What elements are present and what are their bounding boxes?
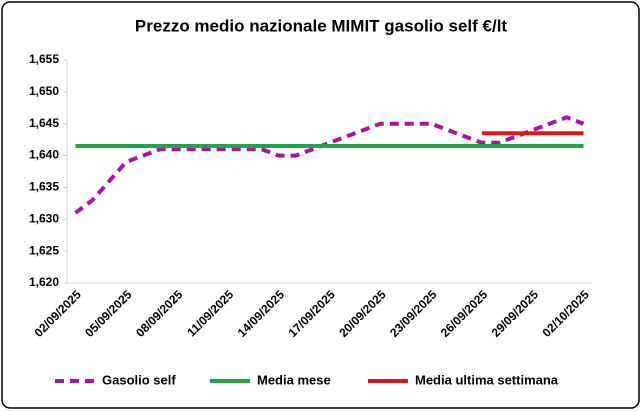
y-tick-label: 1,650 bbox=[29, 84, 59, 98]
y-tick-label: 1,635 bbox=[29, 180, 59, 194]
y-tick-label: 1,640 bbox=[29, 148, 59, 162]
line-series bbox=[74, 115, 585, 215]
legend-label: Gasolio self bbox=[102, 372, 176, 387]
y-tick-label: 1,645 bbox=[29, 116, 59, 130]
y-tick-label: 1,630 bbox=[29, 211, 59, 225]
legend-label: Media mese bbox=[257, 372, 331, 387]
legend-label: Media ultima settimana bbox=[415, 372, 559, 387]
y-tick-label: 1,625 bbox=[29, 243, 59, 257]
y-tick-label: 1,655 bbox=[29, 52, 59, 66]
y-tick-label: 1,620 bbox=[29, 275, 59, 289]
chart-title: Prezzo medio nazionale MIMIT gasolio sel… bbox=[135, 16, 508, 35]
